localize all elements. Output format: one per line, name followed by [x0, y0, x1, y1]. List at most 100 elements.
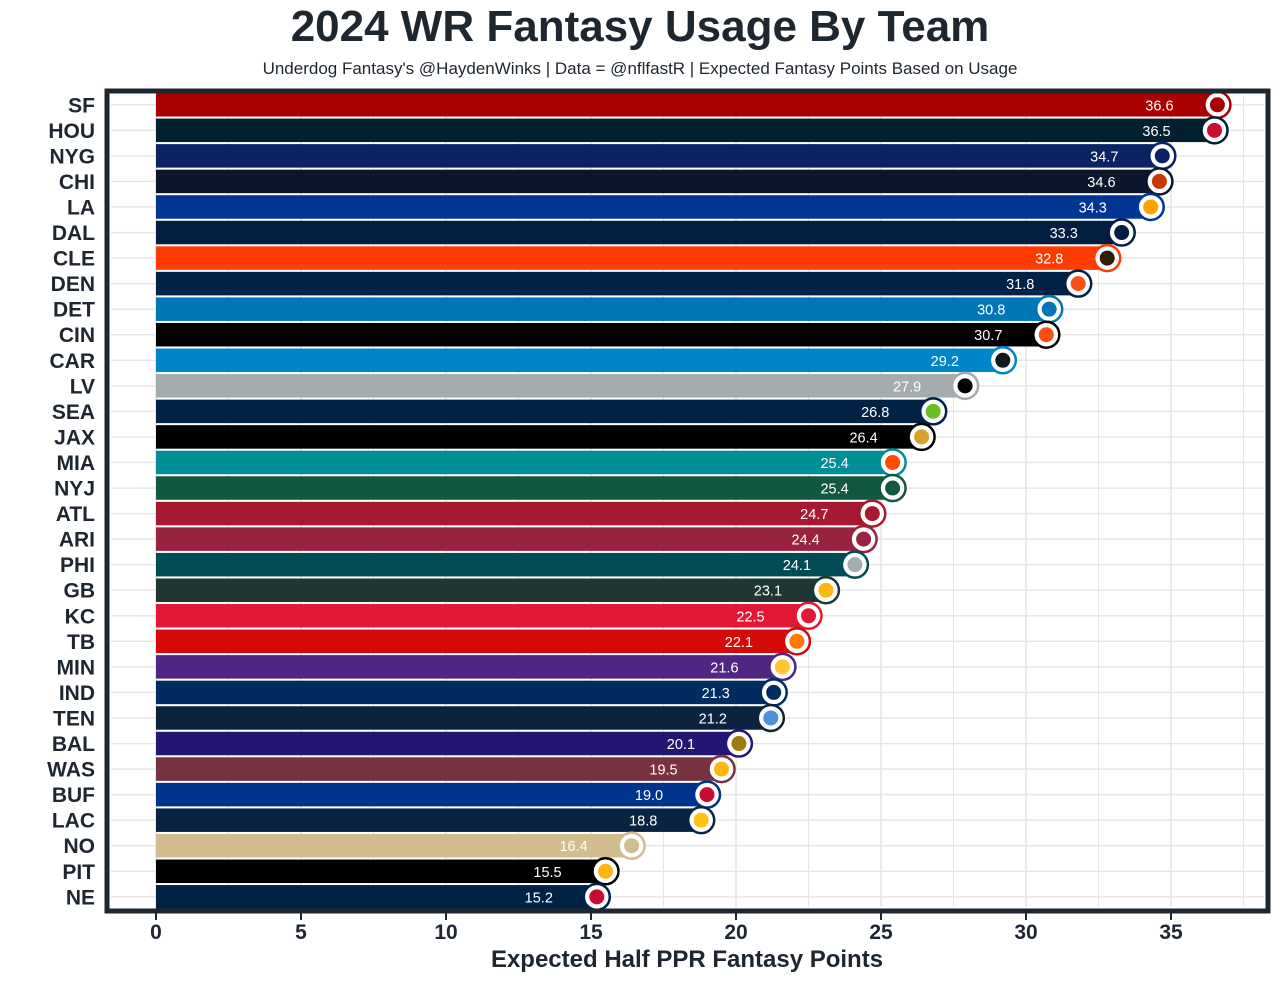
bar-sf: [156, 93, 1218, 117]
y-tick-label: GB: [64, 580, 96, 603]
y-tick-label: TEN: [53, 707, 95, 730]
y-tick-label: NE: [66, 886, 95, 909]
x-tick-label: 35: [1159, 921, 1183, 944]
pit-logo-icon: [591, 857, 620, 886]
value-label: 24.7: [800, 507, 828, 523]
value-label: 19.5: [649, 763, 677, 779]
y-tick-label: ATL: [56, 503, 95, 526]
phi-logo-icon: [840, 550, 870, 579]
value-label: 36.5: [1142, 124, 1170, 140]
chi-logo-icon: [1145, 167, 1174, 196]
la-logo-icon: [1136, 192, 1165, 222]
value-label: 29.2: [931, 354, 959, 370]
y-tick-label: TB: [67, 631, 95, 654]
bar-hou: [156, 118, 1215, 143]
value-label: 27.9: [893, 379, 921, 395]
bar-pit: [156, 859, 606, 884]
sf-logo-icon: [1203, 90, 1232, 120]
chart-title: 2024 WR Fantasy Usage By Team: [290, 2, 990, 51]
bar-atl: [156, 501, 873, 526]
atl-logo-icon: [858, 499, 887, 528]
det-logo-icon: [1034, 294, 1064, 324]
x-tick-label: 15: [579, 921, 603, 944]
y-tick-label: IND: [59, 682, 95, 705]
y-tick-label: LA: [67, 196, 95, 219]
x-tick-label: 5: [295, 921, 307, 944]
plot-frame: [104, 88, 1271, 914]
nyj-logo-icon: [878, 473, 907, 503]
value-label: 16.4: [559, 839, 587, 855]
y-tick-label: ARI: [59, 529, 95, 552]
bar-den: [156, 271, 1079, 296]
y-tick-label: LAC: [52, 810, 95, 833]
bar-kc: [156, 604, 809, 628]
cin-logo-icon: [1032, 320, 1061, 349]
value-label: 20.1: [667, 737, 695, 753]
x-tick-label: 30: [1014, 921, 1037, 944]
bar-nyg: [156, 144, 1163, 168]
bar-buf: [156, 782, 707, 807]
sea-logo-icon: [918, 397, 948, 426]
nyg-logo-icon: [1148, 141, 1177, 171]
min-logo-icon: [768, 652, 797, 682]
bar-cle: [156, 246, 1108, 270]
y-tick-label: CAR: [50, 350, 96, 373]
value-label: 32.8: [1035, 252, 1063, 268]
value-label: 21.6: [710, 660, 738, 676]
y-tick-label: BUF: [52, 784, 95, 807]
bar-lac: [156, 808, 702, 832]
value-label: 26.4: [849, 430, 877, 446]
value-label: 33.3: [1050, 226, 1078, 242]
value-label: 23.1: [754, 584, 782, 600]
bar-tb: [156, 629, 797, 654]
value-label: 19.0: [635, 788, 663, 804]
value-label: 26.8: [861, 405, 889, 421]
y-tick-label: CHI: [59, 171, 95, 194]
y-tick-label: PIT: [62, 861, 95, 884]
y-tick-label: DEN: [51, 273, 95, 296]
value-label: 22.5: [736, 609, 764, 625]
bar-phi: [156, 552, 855, 577]
y-tick-label: WAS: [47, 759, 95, 782]
bar-ten: [156, 706, 771, 730]
y-tick-label: NYG: [49, 145, 95, 168]
ind-logo-icon: [759, 678, 788, 707]
value-label: 34.7: [1090, 149, 1118, 165]
buf-logo-icon: [692, 780, 722, 809]
bar-ind: [156, 680, 774, 705]
y-tick-label: SF: [68, 94, 95, 117]
lac-logo-icon: [686, 805, 716, 835]
bar-chi: [156, 169, 1160, 194]
bar-sea: [156, 399, 934, 424]
y-tick-label: BAL: [52, 733, 95, 756]
team-logos: [582, 90, 1232, 912]
value-label: 21.2: [699, 711, 727, 727]
car-logo-icon: [988, 346, 1018, 375]
chart-subtitle: Underdog Fantasy's @HaydenWinks | Data =…: [262, 59, 1018, 78]
bar-cin: [156, 322, 1047, 347]
y-tick-label: CIN: [59, 324, 95, 347]
value-label: 15.2: [525, 890, 553, 906]
value-label: 31.8: [1006, 277, 1034, 293]
y-tick-label: KC: [65, 605, 95, 628]
bar-det: [156, 297, 1050, 321]
x-tick-label: 10: [434, 921, 457, 944]
value-label: 30.8: [977, 303, 1005, 319]
bar-jax: [156, 425, 922, 449]
value-label: 25.4: [820, 456, 848, 472]
value-label: 22.1: [725, 635, 753, 651]
hou-logo-icon: [1200, 116, 1229, 145]
bar-gb: [156, 578, 826, 602]
value-label: 18.8: [629, 814, 657, 830]
den-logo-icon: [1063, 269, 1093, 298]
bal-logo-icon: [724, 729, 754, 758]
gb-logo-icon: [811, 575, 841, 605]
ari-logo-icon: [849, 524, 878, 554]
cle-logo-icon: [1092, 243, 1122, 273]
value-label: 24.4: [791, 533, 819, 549]
value-label: 25.4: [820, 482, 848, 498]
bar-bal: [156, 731, 739, 756]
value-label: 34.6: [1087, 175, 1115, 191]
y-tick-label: MIN: [57, 656, 96, 679]
